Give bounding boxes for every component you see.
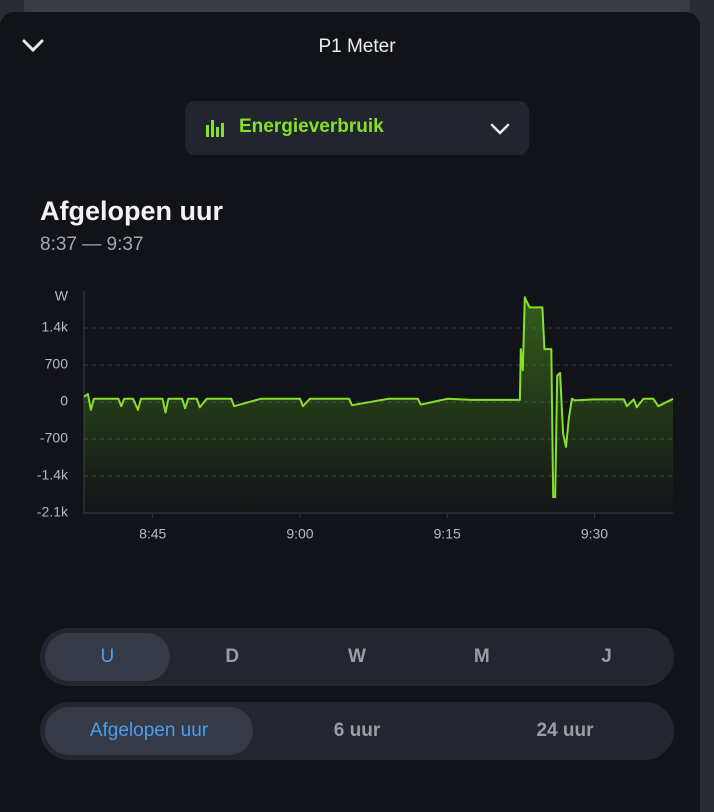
range-tabs: Afgelopen uur 6 uur 24 uur	[40, 702, 674, 760]
x-tick-label: 9:15	[434, 526, 461, 542]
close-chevron[interactable]	[22, 38, 44, 54]
y-tick-label: 0	[60, 393, 68, 409]
chart: W -2.1k -1.4k -700 0 700 1.4k 8:45 9:00 9:15 9:30	[37, 288, 674, 542]
dropdown-chevron	[490, 123, 510, 135]
tab[interactable]: M	[473, 646, 490, 667]
y-tick-label: 1.4k	[42, 319, 69, 335]
x-tick-label: 8:45	[139, 526, 166, 542]
y-axis-label: W	[55, 288, 69, 304]
tab[interactable]: 24 uur	[536, 720, 594, 741]
tab[interactable]: U	[45, 633, 170, 681]
header-title: P1 Meter	[318, 36, 396, 57]
line	[83, 296, 674, 499]
section-title: Afgelopen uur	[40, 196, 223, 226]
y-tick-label: -1.4k	[37, 467, 69, 483]
area	[84, 297, 673, 513]
dropdown[interactable]: Energieverbruik	[185, 101, 529, 155]
tab[interactable]: D	[225, 646, 240, 667]
tab[interactable]: 6 uur	[333, 720, 381, 741]
tab[interactable]: Afgelopen uur	[45, 707, 253, 755]
x-tick-label: 9:00	[286, 526, 313, 542]
y-tick-label: -2.1k	[37, 504, 69, 520]
tab[interactable]: W	[348, 646, 366, 667]
tab[interactable]: J	[601, 646, 612, 667]
bar-icon	[206, 120, 224, 137]
dropdown-label: Energieverbruik	[239, 116, 384, 137]
y-tick-label: 700	[45, 356, 69, 372]
section-subtitle: 8:37 — 9:37	[40, 234, 144, 255]
x-tick-label: 9:30	[581, 526, 608, 542]
y-tick-label: -700	[40, 430, 68, 446]
